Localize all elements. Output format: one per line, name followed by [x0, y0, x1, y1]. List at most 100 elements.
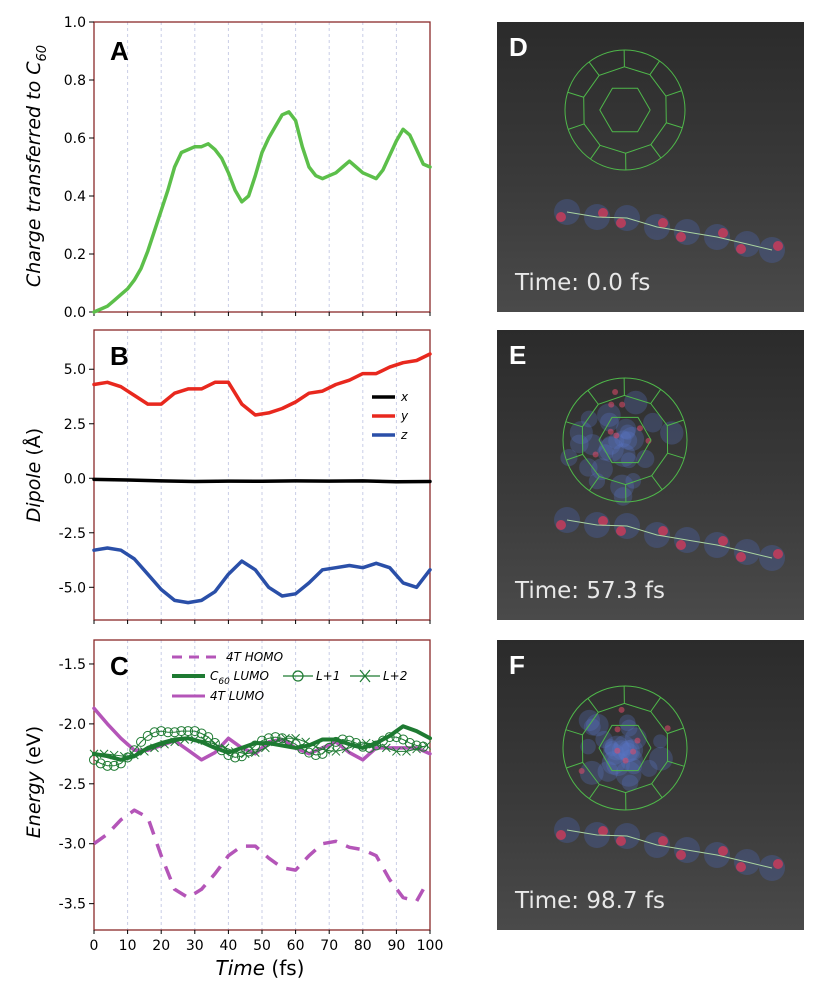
cage-spoke	[589, 784, 599, 798]
chain-atom	[658, 218, 668, 228]
y-tick-label: 5.0	[64, 362, 86, 378]
cage-spoke	[652, 476, 662, 490]
chain-atom	[616, 526, 626, 536]
y-tick-label: -2.5	[59, 777, 86, 793]
electron-density-core	[630, 749, 636, 755]
x-tick-label: 30	[186, 938, 204, 954]
x-tick-label: 10	[119, 938, 137, 954]
electron-density-core	[637, 425, 643, 431]
panel-letter-a: A	[110, 36, 129, 66]
y-tick-label: 0.0	[64, 305, 86, 321]
panel-letter-d: D	[509, 32, 528, 63]
cage-spoke	[668, 453, 685, 458]
series-x	[94, 479, 430, 481]
panel-letter-e: E	[509, 340, 526, 371]
cage-spoke	[650, 61, 660, 75]
chain-atom	[598, 208, 608, 218]
electron-density-core	[608, 402, 614, 408]
cage-ring	[600, 88, 650, 132]
y-tick-label: 1.0	[64, 15, 86, 31]
chain-atom	[718, 536, 728, 546]
y-tick-label: -1.5	[59, 657, 86, 673]
chain-atom	[773, 241, 783, 251]
cage-spoke	[666, 91, 682, 96]
x-tick-label: 80	[354, 938, 372, 954]
y-axis-label-c: Energy (eV)	[23, 726, 45, 838]
y-tick-label: 0.8	[64, 73, 86, 89]
chain-atom	[556, 212, 566, 222]
chain-atom	[616, 218, 626, 228]
time-label-f: Time: 98.7 fs	[515, 888, 665, 914]
chain-atom	[718, 228, 728, 238]
y-tick-label: -2.0	[59, 717, 86, 733]
chain-atom	[736, 552, 746, 562]
cage-spoke	[651, 145, 661, 158]
snapshot-panel-f: F Time: 98.7 fs	[497, 640, 804, 930]
electron-density-core	[613, 432, 619, 438]
x-axis-label: Time (fs)	[216, 956, 305, 980]
electron-density-blob	[624, 391, 648, 415]
y-tick-label: -3.5	[59, 897, 86, 913]
electron-density-blob	[636, 450, 654, 468]
x-tick-label: 40	[219, 938, 237, 954]
series-4t-homo	[94, 810, 423, 901]
y-axis-label-b: Dipole (Å)	[22, 428, 45, 522]
electron-density-blob	[582, 434, 603, 455]
legend-label-l1: L+1	[316, 669, 340, 683]
electron-density-core	[665, 725, 671, 731]
legend-label-x: x	[400, 390, 409, 404]
y-tick-label: 0.4	[64, 189, 86, 205]
chain-atom	[616, 836, 626, 846]
chain-atom	[676, 540, 686, 550]
oligothiophene-e	[554, 507, 785, 571]
panel-letter-c: C	[110, 651, 129, 681]
legend-label-homo: 4T HOMO	[226, 650, 283, 664]
c60-cage-d	[565, 50, 685, 170]
chain-atom	[736, 244, 746, 254]
x-tick-label: 50	[253, 938, 271, 954]
cage-ring	[584, 67, 667, 153]
electron-density-blob	[619, 431, 637, 449]
y-tick-label: -3.0	[59, 837, 86, 853]
electron-density-blob	[649, 747, 673, 771]
chain-atom	[598, 826, 608, 836]
electron-density-blob	[560, 449, 577, 466]
electron-density-core	[579, 768, 585, 774]
chain-atom	[598, 516, 608, 526]
y-tick-label: 0.2	[64, 247, 86, 263]
c60-cage-f	[563, 686, 687, 810]
y-tick-label: 0.0	[64, 471, 86, 487]
panel-letter-f: F	[509, 650, 525, 681]
chain-atom	[556, 830, 566, 840]
y-tick-label: 2.5	[64, 417, 86, 433]
cage-spoke	[652, 784, 662, 798]
electron-density-core	[593, 451, 599, 457]
electron-density-blob	[660, 421, 683, 444]
cage-spoke	[590, 145, 600, 159]
oligothiophene-f	[554, 817, 785, 881]
oligothiophene-d	[554, 199, 785, 263]
y-tick-label: -2.5	[59, 526, 86, 542]
electron-density-core	[612, 389, 618, 395]
chain-atom	[676, 232, 686, 242]
legend-label-4t-lumo: 4T LUMO	[210, 689, 264, 703]
snapshot-panel-e: E Time: 57.3 fs	[497, 330, 804, 620]
plot-dipole: -5.0-2.50.02.55.0	[59, 330, 430, 624]
chain-atom	[736, 862, 746, 872]
legend-label-l2: L+2	[383, 669, 407, 683]
cage-spoke	[666, 123, 682, 128]
legend-label-z: z	[400, 428, 408, 442]
electron-density-core	[608, 429, 614, 435]
cage-spoke	[589, 62, 599, 75]
x-tick-label: 0	[90, 938, 99, 954]
legend-dipole: x y z	[372, 390, 409, 442]
electron-density-core	[623, 758, 629, 764]
x-tick-label: 60	[287, 938, 305, 954]
electron-density-core	[619, 402, 625, 408]
x-tick-label: 20	[152, 938, 170, 954]
y-axis-label-a: Charge transferred to C60	[23, 45, 50, 287]
snapshot-panel-d: D Time: 0.0 fs	[497, 22, 804, 312]
cage-outline	[565, 50, 685, 170]
chain-atom	[773, 549, 783, 559]
cage-spoke	[568, 124, 584, 129]
